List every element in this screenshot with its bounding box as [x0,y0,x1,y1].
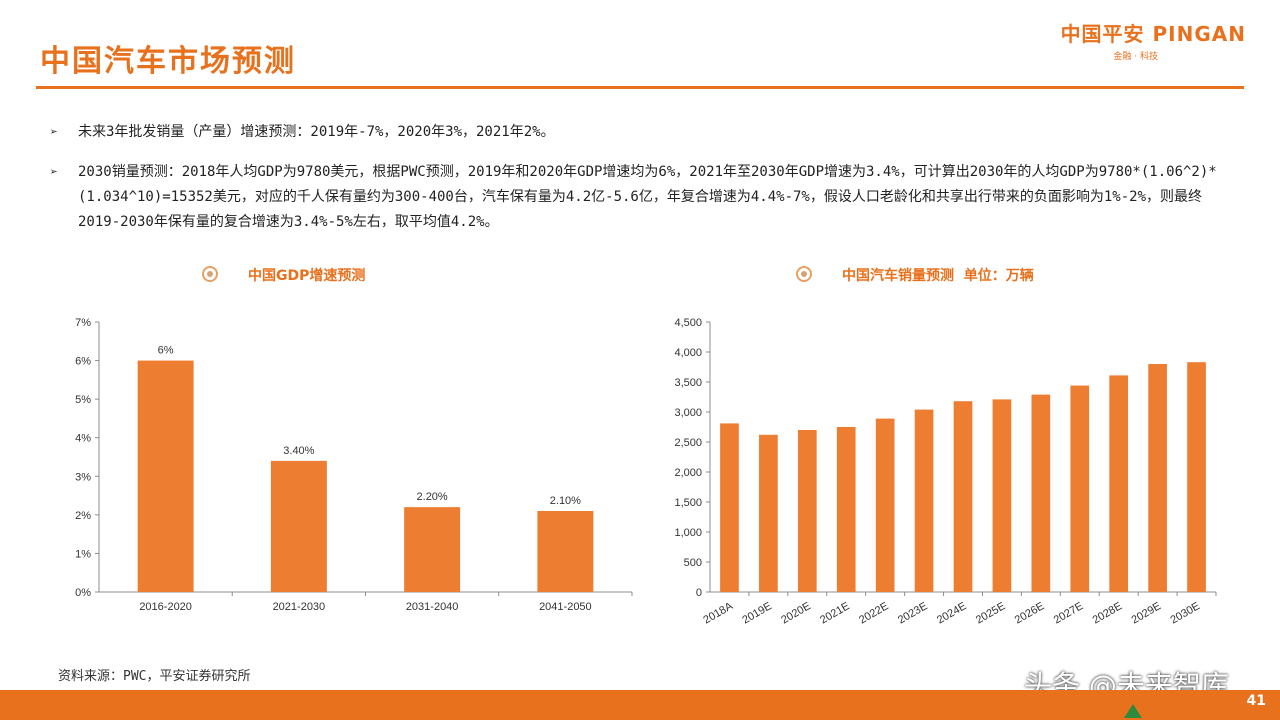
gdp-bar [137,360,194,592]
sales-x-tick-label: 2025E [974,600,1008,626]
gdp-data-label: 6% [158,345,174,357]
bullet-arrow-icon: ➢ [50,165,58,180]
sales-x-tick-label: 2021E [818,600,852,626]
gdp-y-tick-label: 1% [75,548,91,560]
sales-y-tick-label: 2,500 [674,437,702,449]
sales-x-tick-label: 2027E [1052,600,1086,626]
logo-main-text: 中国平安 PINGAN [1060,22,1246,46]
gdp-y-tick-label: 5% [75,394,91,406]
sales-bar [1148,364,1167,592]
logo-sub-text: 金融 · 科技 [1113,52,1158,62]
gdp-y-tick-label: 6% [75,356,91,368]
header-divider [36,86,1244,89]
gdp-x-tick-label: 2021-2030 [273,601,326,613]
chart-title-ring-icon [796,266,812,282]
sales-bar [953,401,973,592]
page-title: 中国汽车市场预测 [40,44,296,79]
chart-title-ring-icon [202,266,218,282]
sales-bar [1070,385,1090,592]
sales-x-tick-label: 2029E [1130,600,1164,626]
sales-x-tick-label: 2024E [935,600,969,626]
sales-y-tick-label: 500 [684,557,702,569]
gdp-x-tick-label: 2016-2020 [139,601,192,613]
sales-x-tick-label: 2019E [740,600,774,626]
sales-chart-title: 中国汽车销量预测 单位：万辆 [842,268,1034,284]
sales-x-tick-label: 2026E [1013,600,1047,626]
sales-y-tick-label: 0 [696,587,702,599]
home-icon [1124,704,1142,718]
sales-x-tick-label: 2030E [1168,600,1202,626]
sales-y-tick-label: 3,500 [674,377,702,389]
bullet-text-2: 2030销量预测：2018年人均GDP为9780美元，根据PWC预测，2019年… [78,164,1217,230]
sales-y-tick-label: 1,500 [674,497,702,509]
sales-x-tick-label: 2018A [701,600,735,627]
gdp-x-tick-label: 2031-2040 [406,601,459,613]
bullet-item-1: ➢ 未来3年批发销量（产量）增速预测：2019年-7%，2020年3%，2021… [50,120,1230,145]
sales-y-tick-label: 2,000 [674,467,702,479]
gdp-bar [537,511,594,592]
sales-bar [836,427,856,592]
sales-bar [720,423,739,592]
sales-x-tick-label: 2023E [896,600,930,626]
sales-bar [875,418,895,592]
gdp-y-tick-label: 4% [75,433,91,445]
sales-bar [914,409,934,592]
pingan-logo: 中国平安 PINGAN 金融 · 科技 [1061,18,1246,62]
gdp-data-label: 3.40% [283,445,314,457]
sales-bar [1187,362,1206,592]
sales-bar [1031,394,1051,592]
sales-x-tick-label: 2028E [1091,600,1125,626]
page-number: 41 [1246,693,1266,709]
sales-x-tick-label: 2020E [779,600,813,626]
sales-x-tick-label: 2022E [857,600,891,626]
source-note: 资料来源：PWC，平安证券研究所 [58,669,251,684]
sales-bar [797,430,817,592]
footer-bar [0,690,1280,720]
gdp-y-tick-label: 7% [75,317,91,329]
sales-y-tick-label: 1,000 [674,527,702,539]
gdp-chart-title: 中国GDP增速预测 [248,268,366,284]
gdp-bar [270,460,327,592]
sales-y-tick-label: 4,500 [674,317,702,329]
gdp-bar [404,507,461,592]
sales-bar [759,434,778,592]
sales-y-tick-label: 4,000 [674,347,702,359]
bullet-arrow-icon: ➢ [50,125,58,140]
bullet-item-2: ➢ 2030销量预测：2018年人均GDP为9780美元，根据PWC预测，201… [50,160,1230,235]
gdp-y-tick-label: 3% [75,471,91,483]
sales-bar [992,399,1012,592]
gdp-data-label: 2.20% [417,491,448,503]
gdp-x-tick-label: 2041-2050 [539,601,592,613]
sales-bar [1109,375,1129,592]
gdp-data-label: 2.10% [550,495,581,507]
gdp-y-tick-label: 0% [75,587,91,599]
bullet-text-1: 未来3年批发销量（产量）增速预测：2019年-7%，2020年3%，2021年2… [78,124,555,140]
sales-y-tick-label: 3,000 [674,407,702,419]
gdp-y-tick-label: 2% [75,510,91,522]
